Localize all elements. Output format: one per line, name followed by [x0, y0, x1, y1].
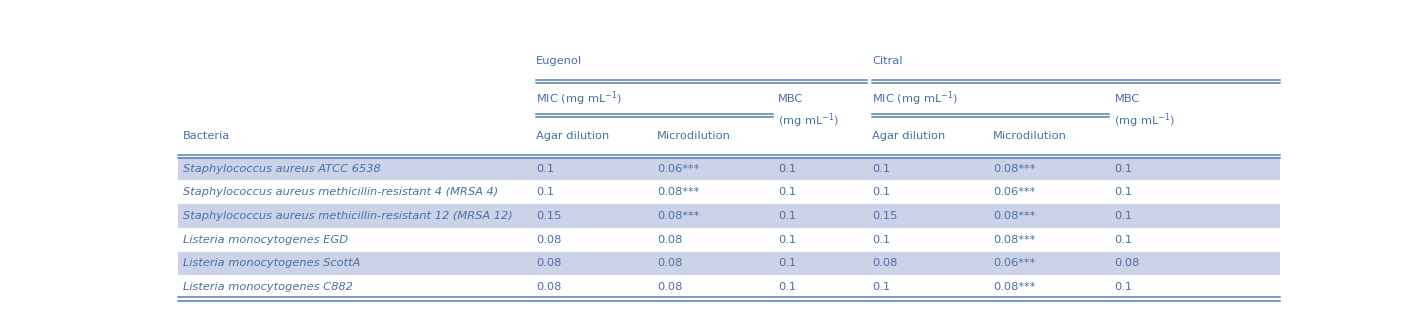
- Text: 0.08: 0.08: [657, 282, 683, 292]
- Text: 0.1: 0.1: [1115, 211, 1132, 221]
- Text: 0.08: 0.08: [872, 258, 897, 268]
- Text: 0.06***: 0.06***: [993, 187, 1035, 197]
- Text: 0.1: 0.1: [872, 187, 890, 197]
- Text: Listeria monocytogenes EGD: Listeria monocytogenes EGD: [183, 235, 348, 245]
- Text: 0.1: 0.1: [536, 187, 555, 197]
- Bar: [178, 252, 1280, 275]
- Text: Eugenol: Eugenol: [536, 56, 582, 66]
- Text: 0.15: 0.15: [872, 211, 897, 221]
- Text: Staphylococcus aureus methicillin-resistant 4 (MRSA 4): Staphylococcus aureus methicillin-resist…: [183, 187, 499, 197]
- Text: 0.1: 0.1: [1115, 187, 1132, 197]
- Text: Microdilution: Microdilution: [657, 131, 731, 141]
- Text: 0.08: 0.08: [536, 235, 562, 245]
- Text: 0.1: 0.1: [778, 258, 796, 268]
- Text: 0.08***: 0.08***: [993, 164, 1035, 174]
- Text: 0.08***: 0.08***: [993, 211, 1035, 221]
- Text: MIC (mg mL$^{-1}$): MIC (mg mL$^{-1}$): [536, 89, 621, 108]
- Text: 0.08***: 0.08***: [657, 187, 700, 197]
- Text: 0.08: 0.08: [657, 235, 683, 245]
- Text: Listeria monocytogenes ScottA: Listeria monocytogenes ScottA: [183, 258, 361, 268]
- Text: 0.08: 0.08: [1115, 258, 1140, 268]
- Text: Bacteria: Bacteria: [183, 131, 230, 141]
- Text: (mg mL$^{-1}$): (mg mL$^{-1}$): [778, 111, 840, 130]
- Text: 0.1: 0.1: [872, 282, 890, 292]
- Text: 0.1: 0.1: [1115, 164, 1132, 174]
- Text: Staphylococcus aureus ATCC 6538: Staphylococcus aureus ATCC 6538: [183, 164, 381, 174]
- Bar: [178, 157, 1280, 180]
- Text: (mg mL$^{-1}$): (mg mL$^{-1}$): [1115, 111, 1176, 130]
- Text: 0.08***: 0.08***: [993, 235, 1035, 245]
- Text: MIC (mg mL$^{-1}$): MIC (mg mL$^{-1}$): [872, 89, 958, 108]
- Text: Staphylococcus aureus methicillin-resistant 12 (MRSA 12): Staphylococcus aureus methicillin-resist…: [183, 211, 513, 221]
- Text: 0.08: 0.08: [536, 282, 562, 292]
- Text: 0.15: 0.15: [536, 211, 562, 221]
- Text: 0.06***: 0.06***: [993, 258, 1035, 268]
- Text: Microdilution: Microdilution: [993, 131, 1066, 141]
- Text: 0.1: 0.1: [778, 211, 796, 221]
- Text: MBC: MBC: [1115, 93, 1140, 103]
- Text: 0.1: 0.1: [1115, 282, 1132, 292]
- Text: Agar dilution: Agar dilution: [872, 131, 946, 141]
- Text: 0.08***: 0.08***: [993, 282, 1035, 292]
- Text: 0.08: 0.08: [657, 258, 683, 268]
- Text: Citral: Citral: [872, 56, 903, 66]
- Text: 0.06***: 0.06***: [657, 164, 700, 174]
- Text: 0.1: 0.1: [872, 235, 890, 245]
- Text: 0.1: 0.1: [536, 164, 555, 174]
- Text: 0.1: 0.1: [872, 164, 890, 174]
- Text: 0.1: 0.1: [778, 235, 796, 245]
- Text: Listeria monocytogenes C882: Listeria monocytogenes C882: [183, 282, 353, 292]
- Text: 0.1: 0.1: [778, 164, 796, 174]
- Text: 0.08: 0.08: [536, 258, 562, 268]
- Text: 0.1: 0.1: [778, 187, 796, 197]
- Bar: [178, 204, 1280, 228]
- Text: Agar dilution: Agar dilution: [536, 131, 609, 141]
- Text: 0.1: 0.1: [1115, 235, 1132, 245]
- Text: 0.08***: 0.08***: [657, 211, 700, 221]
- Text: 0.1: 0.1: [778, 282, 796, 292]
- Text: MBC: MBC: [778, 93, 803, 103]
